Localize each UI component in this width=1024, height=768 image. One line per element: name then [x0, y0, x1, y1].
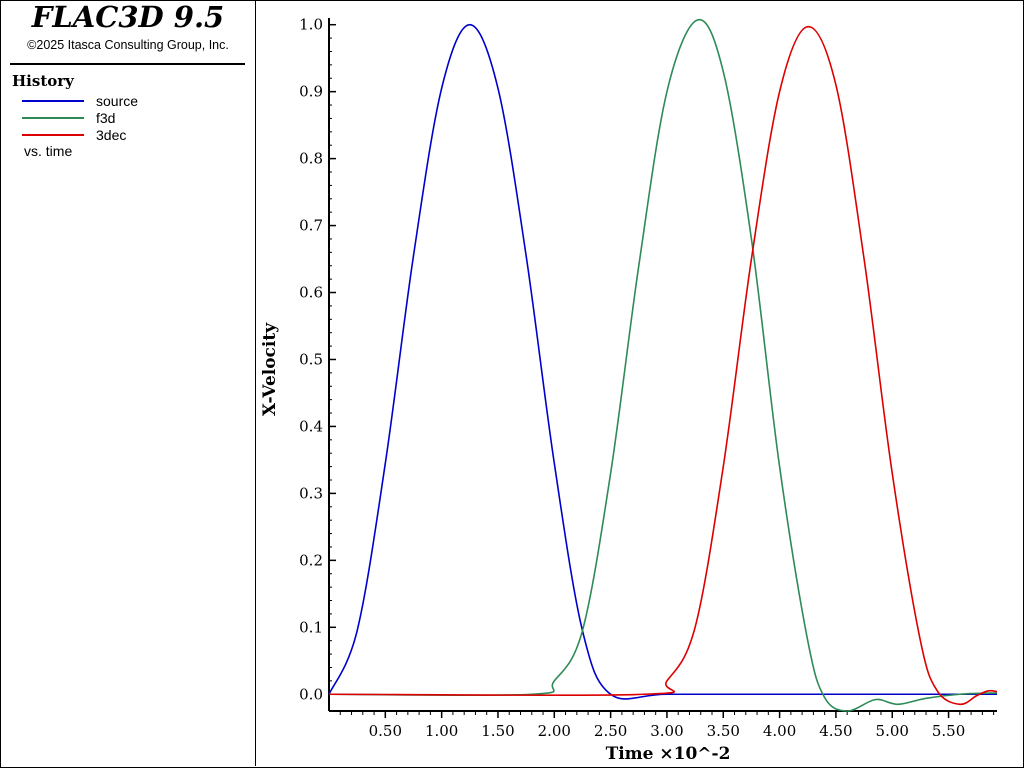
- y-tick-label: 0.7: [299, 217, 323, 235]
- y-tick-label: 0.8: [299, 150, 323, 168]
- y-tick-label: 0.3: [299, 484, 323, 502]
- x-tick-label: 2.00: [538, 722, 571, 740]
- legend-list: source f3d 3dec: [22, 92, 138, 143]
- y-tick-label: 0.2: [299, 551, 323, 569]
- y-tick-label: 0.1: [299, 618, 323, 636]
- x-tick-label: 1.00: [425, 722, 458, 740]
- legend-label-3dec: 3dec: [96, 126, 127, 143]
- legend-section-title: History: [12, 72, 74, 90]
- y-tick-label: 0.5: [299, 350, 323, 368]
- series-line-3dec: [328, 25, 998, 706]
- legend-label-f3d: f3d: [96, 109, 116, 126]
- y-tick-label: 0.6: [299, 284, 323, 302]
- copyright-text: ©2025 Itasca Consulting Group, Inc.: [27, 38, 229, 52]
- x-tick-label: 4.50: [819, 722, 852, 740]
- y-tick-label: 0.9: [299, 83, 323, 101]
- legend-label-source: source: [96, 92, 139, 109]
- x-tick-label: 5.50: [932, 722, 965, 740]
- x-tick-label: 4.00: [763, 722, 796, 740]
- legend-swatch-3dec: [22, 133, 84, 136]
- series-line-source: [328, 23, 997, 700]
- x-tick-label: 3.00: [650, 722, 683, 740]
- y-tick-label: 0.0: [299, 685, 323, 703]
- legend-swatch-f3d: [22, 116, 84, 119]
- app-title: FLAC3D 9.5: [31, 0, 225, 34]
- x-tick-label: 0.50: [369, 722, 402, 740]
- legend-swatch-source: [22, 99, 84, 102]
- x-tick-label: 2.50: [594, 722, 627, 740]
- x-axis-title: Time ×10^-2: [606, 744, 731, 764]
- legend-panel: FLAC3D 9.5 ©2025 Itasca Consulting Group…: [0, 0, 256, 766]
- x-tick-label: 3.50: [707, 722, 740, 740]
- y-tick-label: 1.0: [299, 16, 323, 34]
- y-axis-title: X-Velocity: [260, 322, 280, 416]
- y-tick-label: 0.4: [299, 417, 323, 435]
- x-tick-label: 5.00: [876, 722, 909, 740]
- legend-item-3dec: 3dec: [22, 126, 138, 143]
- legend-item-f3d: f3d: [22, 109, 138, 126]
- legend-item-source: source: [22, 92, 138, 109]
- series-line-f3d: [328, 18, 998, 712]
- x-tick-label: 1.50: [481, 722, 514, 740]
- vs-time-label: vs. time: [24, 143, 73, 159]
- title-divider: [10, 63, 245, 65]
